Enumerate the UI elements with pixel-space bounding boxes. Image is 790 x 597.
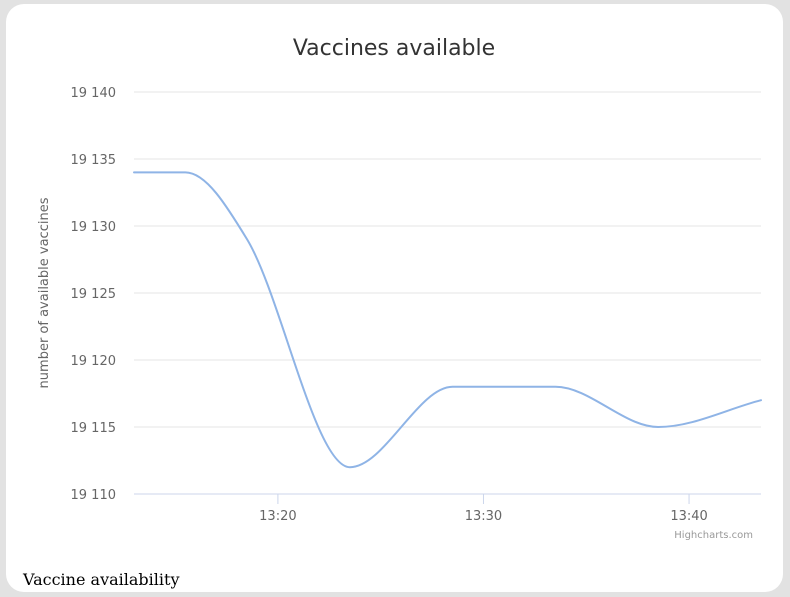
y-gridlines bbox=[134, 91, 761, 428]
y-tick-label: 19 135 bbox=[71, 153, 117, 168]
y-tick-label: 19 125 bbox=[71, 287, 117, 302]
y-tick-label: 19 115 bbox=[71, 421, 117, 436]
x-tick-label: 13:40 bbox=[670, 509, 707, 524]
chart-title: Vaccines available bbox=[293, 36, 495, 61]
y-tick-label: 19 110 bbox=[71, 488, 117, 503]
y-axis-tick-labels: 19 110 19 115 19 120 19 125 19 130 19 135 19 1… bbox=[71, 86, 117, 503]
x-axis bbox=[134, 493, 761, 504]
x-axis-tick-labels: 13:20 13:30 13:40 bbox=[259, 509, 708, 524]
y-tick-label: 19 130 bbox=[71, 220, 117, 235]
y-tick-label: 19 120 bbox=[71, 354, 117, 369]
x-tick-label: 13:30 bbox=[465, 509, 502, 524]
highcharts-credits[interactable]: Highcharts.com bbox=[674, 530, 753, 541]
y-tick-label: 19 140 bbox=[71, 86, 117, 101]
x-tick-label: 13:20 bbox=[259, 509, 296, 524]
chart-caption: Vaccine availability bbox=[23, 570, 180, 589]
chart-card: Vaccines available 19 110 19 115 19 120 19 … bbox=[6, 4, 783, 592]
y-axis-title: number of available vaccines bbox=[37, 197, 52, 388]
series-line[interactable] bbox=[133, 171, 762, 469]
series-group bbox=[133, 171, 762, 469]
